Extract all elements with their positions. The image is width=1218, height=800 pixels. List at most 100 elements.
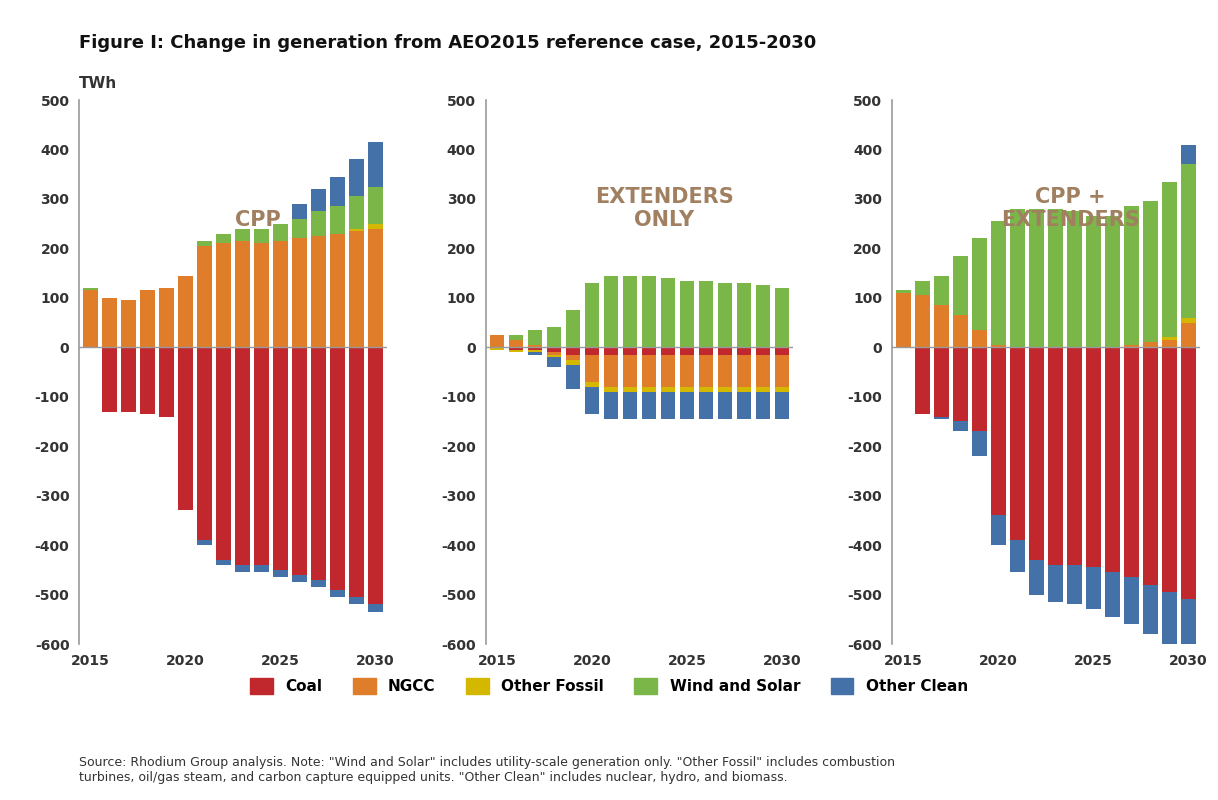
- Bar: [737, 347, 752, 354]
- Bar: [1105, 572, 1119, 617]
- Bar: [255, 565, 269, 572]
- Bar: [565, 310, 580, 347]
- Bar: [1162, 340, 1177, 347]
- Text: EXTENDERS
ONLY: EXTENDERS ONLY: [594, 187, 733, 230]
- Bar: [368, 347, 382, 605]
- Bar: [755, 347, 770, 354]
- Bar: [1124, 578, 1139, 624]
- Bar: [1010, 347, 1024, 540]
- Bar: [121, 347, 136, 411]
- Bar: [1086, 567, 1101, 610]
- Legend: Coal, NGCC, Other Fossil, Wind and Solar, Other Clean: Coal, NGCC, Other Fossil, Wind and Solar…: [244, 672, 974, 700]
- Bar: [991, 347, 1006, 515]
- Bar: [680, 387, 694, 392]
- Bar: [368, 229, 382, 347]
- Bar: [660, 387, 675, 392]
- Bar: [292, 204, 307, 218]
- Bar: [915, 295, 929, 347]
- Bar: [330, 177, 345, 206]
- Bar: [1124, 206, 1139, 345]
- Bar: [1181, 599, 1196, 654]
- Bar: [1029, 560, 1044, 594]
- Bar: [121, 300, 136, 347]
- Bar: [255, 243, 269, 347]
- Bar: [737, 392, 752, 419]
- Bar: [235, 565, 250, 572]
- Bar: [565, 354, 580, 360]
- Bar: [1142, 585, 1158, 634]
- Bar: [1086, 347, 1101, 567]
- Bar: [585, 354, 599, 382]
- Bar: [197, 246, 212, 347]
- Bar: [509, 350, 524, 352]
- Bar: [1047, 209, 1063, 347]
- Bar: [178, 347, 192, 510]
- Bar: [775, 387, 789, 392]
- Bar: [509, 340, 524, 347]
- Bar: [952, 347, 968, 422]
- Bar: [292, 238, 307, 347]
- Text: Source: Rhodium Group analysis. Note: "Wind and Solar" includes utility-scale ge: Source: Rhodium Group analysis. Note: "W…: [79, 756, 895, 784]
- Bar: [490, 347, 504, 350]
- Bar: [547, 354, 561, 357]
- Bar: [216, 560, 231, 565]
- Bar: [1105, 216, 1119, 347]
- Bar: [350, 229, 364, 231]
- Bar: [1142, 342, 1158, 347]
- Text: TWh: TWh: [79, 76, 117, 91]
- Bar: [604, 354, 619, 387]
- Bar: [527, 352, 542, 354]
- Bar: [1067, 211, 1082, 347]
- Text: Figure I: Change in generation from AEO2015 reference case, 2015-2030: Figure I: Change in generation from AEO2…: [79, 34, 816, 52]
- Bar: [1029, 347, 1044, 560]
- Bar: [1162, 182, 1177, 338]
- Bar: [642, 275, 657, 347]
- Bar: [292, 574, 307, 582]
- Bar: [311, 236, 326, 347]
- Bar: [934, 275, 949, 306]
- Bar: [952, 256, 968, 315]
- Bar: [565, 360, 580, 365]
- Bar: [1142, 202, 1158, 342]
- Bar: [565, 365, 580, 390]
- Bar: [680, 392, 694, 419]
- Bar: [775, 392, 789, 419]
- Bar: [660, 392, 675, 419]
- Bar: [255, 229, 269, 243]
- Bar: [775, 354, 789, 387]
- Bar: [991, 345, 1006, 347]
- Bar: [1086, 216, 1101, 347]
- Bar: [527, 350, 542, 352]
- Bar: [737, 387, 752, 392]
- Bar: [604, 275, 619, 347]
- Bar: [311, 347, 326, 580]
- Bar: [311, 211, 326, 236]
- Bar: [585, 347, 599, 354]
- Bar: [699, 392, 714, 419]
- Bar: [102, 298, 117, 347]
- Bar: [235, 229, 250, 241]
- Bar: [1142, 347, 1158, 585]
- Bar: [972, 330, 987, 347]
- Bar: [680, 354, 694, 387]
- Bar: [642, 347, 657, 354]
- Bar: [509, 335, 524, 340]
- Bar: [273, 347, 287, 570]
- Bar: [622, 387, 637, 392]
- Bar: [896, 293, 911, 347]
- Bar: [292, 218, 307, 238]
- Bar: [642, 387, 657, 392]
- Bar: [896, 290, 911, 293]
- Bar: [755, 387, 770, 392]
- Bar: [755, 392, 770, 419]
- Bar: [350, 347, 364, 597]
- Bar: [622, 354, 637, 387]
- Bar: [1124, 345, 1139, 347]
- Bar: [915, 281, 929, 295]
- Bar: [755, 354, 770, 387]
- Bar: [1124, 347, 1139, 578]
- Bar: [717, 283, 732, 347]
- Bar: [717, 347, 732, 354]
- Bar: [1029, 209, 1044, 347]
- Bar: [1047, 565, 1063, 602]
